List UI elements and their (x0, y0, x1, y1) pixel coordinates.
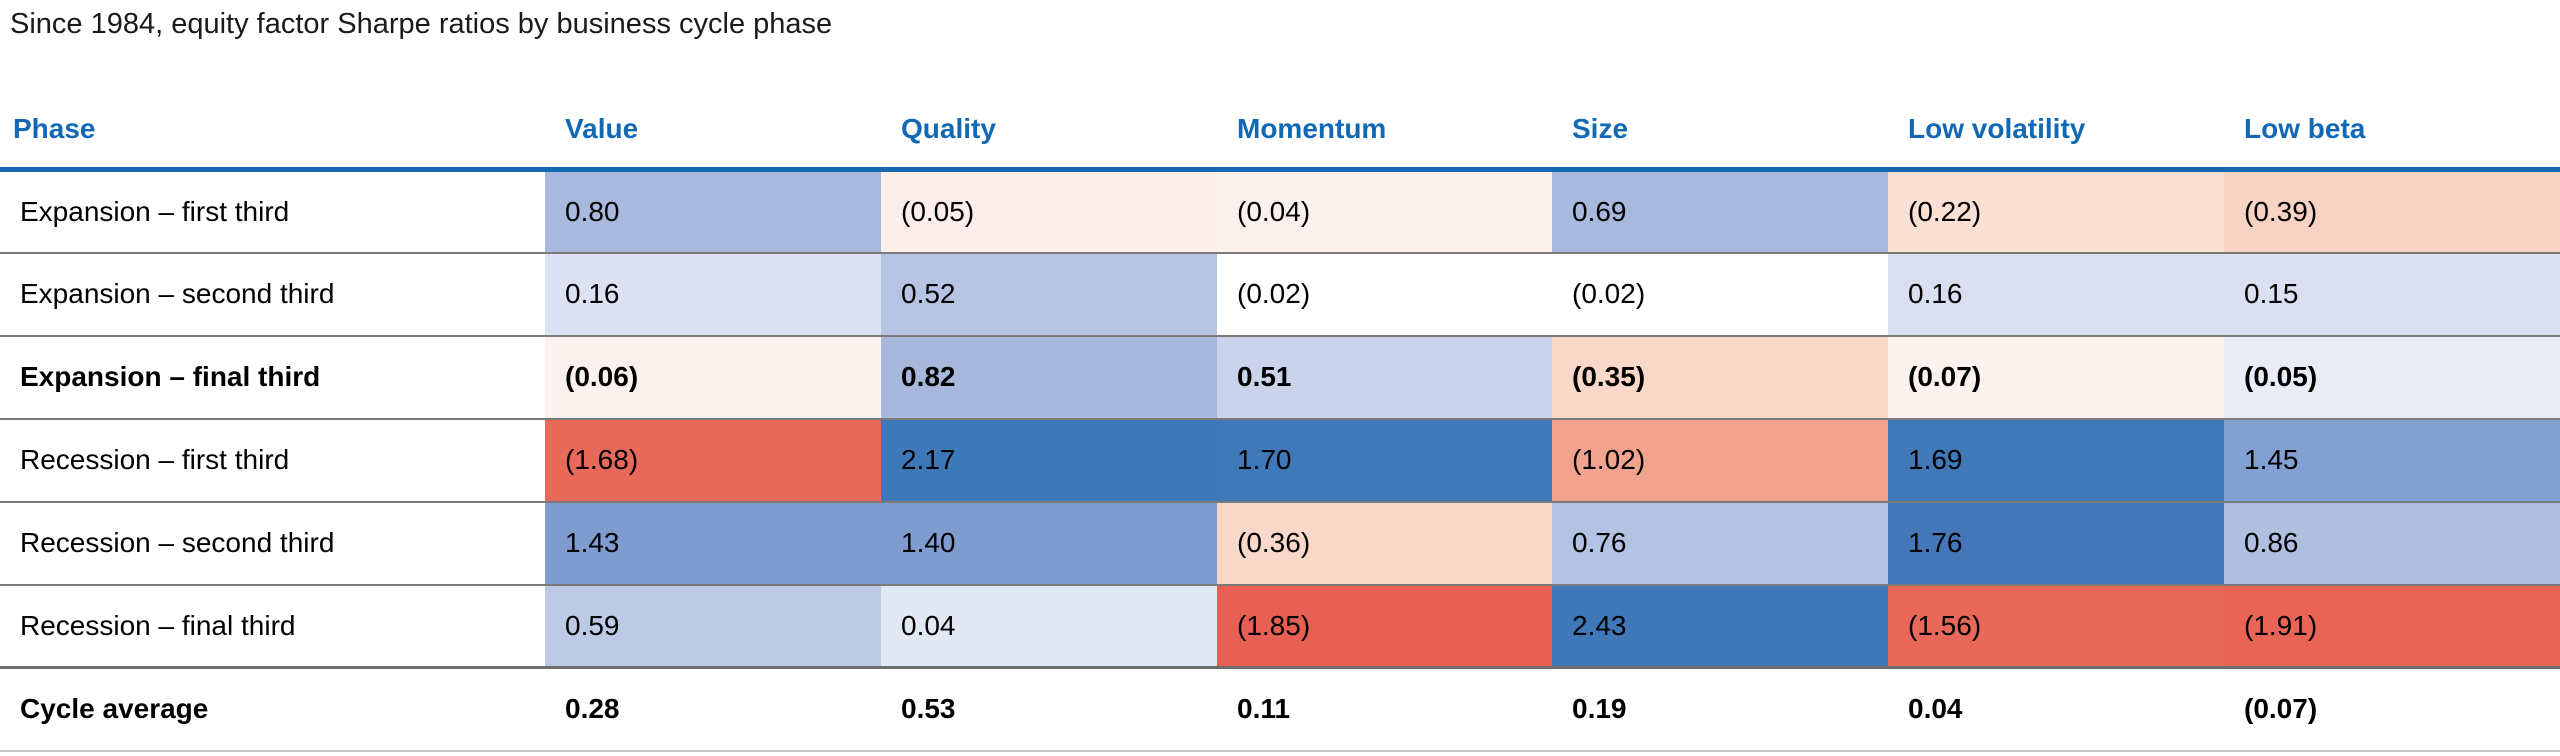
row-label: Recession – first third (0, 418, 545, 502)
row-label: Expansion – first third (0, 169, 545, 253)
cell-momentum: (1.85) (1217, 584, 1552, 668)
row-label: Expansion – second third (0, 252, 545, 336)
table-row-recession-first-third: Recession – first third (1.68) 2.17 1.70… (0, 418, 2560, 502)
col-header-low-volatility: Low volatility (1888, 90, 2224, 172)
cell-low-volatility: 1.76 (1888, 501, 2224, 585)
cell-quality: 0.82 (881, 335, 1217, 419)
row-label: Cycle average (0, 667, 545, 751)
cell-size: 0.69 (1552, 169, 1888, 253)
cell-size: (0.35) (1552, 335, 1888, 419)
cell-low-beta: (0.05) (2224, 335, 2560, 419)
cell-quality: 2.17 (881, 418, 1217, 502)
cell-momentum: 1.70 (1217, 418, 1552, 502)
cell-value: 0.80 (545, 169, 881, 253)
table-row-expansion-second-third: Expansion – second third 0.16 0.52 (0.02… (0, 252, 2560, 336)
cell-size: 0.19 (1572, 693, 1627, 725)
cell-low-volatility: (1.56) (1888, 584, 2224, 668)
cell-value: (0.06) (545, 335, 881, 419)
cell-quality: (0.05) (881, 169, 1217, 253)
header-row: Phase Value Quality Momentum Size Low vo… (0, 90, 2560, 172)
cell-size: 2.43 (1552, 584, 1888, 668)
cell-low-beta: 1.45 (2224, 418, 2560, 502)
table-row-cycle-average: Cycle average 0.28 0.53 0.11 0.19 0.04 (… (0, 667, 2560, 751)
cell-momentum: 0.11 (1237, 693, 1290, 725)
row-label: Expansion – final third (0, 335, 545, 419)
row-label: Recession – final third (0, 584, 545, 668)
cell-momentum: (0.36) (1217, 501, 1552, 585)
cell-quality: 1.40 (881, 501, 1217, 585)
cell-value: (1.68) (545, 418, 881, 502)
cell-low-volatility: (0.07) (1888, 335, 2224, 419)
col-header-size: Size (1552, 90, 1888, 172)
cell-momentum: (0.04) (1217, 169, 1552, 253)
cell-quality: 0.52 (881, 252, 1217, 336)
cell-value: 0.28 (565, 693, 620, 725)
cell-low-beta: (0.07) (2244, 693, 2318, 725)
cell-size: (1.02) (1552, 418, 1888, 502)
col-header-phase: Phase (0, 90, 545, 172)
col-header-quality: Quality (881, 90, 1217, 172)
cell-low-beta: 0.15 (2224, 252, 2560, 336)
table-row-recession-second-third: Recession – second third 1.43 1.40 (0.36… (0, 501, 2560, 585)
cell-momentum: 0.51 (1217, 335, 1552, 419)
table-row-expansion-final-third: Expansion – final third (0.06) 0.82 0.51… (0, 335, 2560, 419)
cell-quality: 0.53 (901, 693, 956, 725)
cell-low-volatility: (0.22) (1888, 169, 2224, 253)
page-title: Since 1984, equity factor Sharpe ratios … (10, 8, 833, 40)
sharpe-ratio-heatmap-table: Phase Value Quality Momentum Size Low vo… (0, 90, 2560, 752)
cell-low-beta: 0.86 (2224, 501, 2560, 585)
cell-size: 0.76 (1552, 501, 1888, 585)
cell-value: 0.59 (545, 584, 881, 668)
col-header-momentum: Momentum (1217, 90, 1552, 172)
col-header-value: Value (545, 90, 881, 172)
cell-low-beta: (0.39) (2224, 169, 2560, 253)
cell-low-volatility: 0.04 (1908, 693, 1963, 725)
col-header-low-beta: Low beta (2224, 90, 2560, 172)
cell-low-beta: (1.91) (2224, 584, 2560, 668)
cell-value: 1.43 (545, 501, 881, 585)
table-row-recession-final-third: Recession – final third 0.59 0.04 (1.85)… (0, 584, 2560, 668)
row-label: Recession – second third (0, 501, 545, 585)
cell-value: 0.16 (545, 252, 881, 336)
cell-low-volatility: 0.16 (1888, 252, 2224, 336)
cell-momentum: (0.02) (1217, 252, 1552, 336)
cell-quality: 0.04 (881, 584, 1217, 668)
cell-size: (0.02) (1552, 252, 1888, 336)
table-row-expansion-first-third: Expansion – first third 0.80 (0.05) (0.0… (0, 169, 2560, 253)
cell-low-volatility: 1.69 (1888, 418, 2224, 502)
